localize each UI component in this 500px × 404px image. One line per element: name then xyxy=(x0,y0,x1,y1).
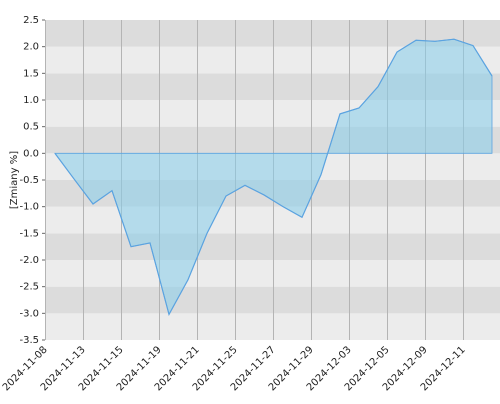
y-tick-label: 0.5 xyxy=(23,122,39,133)
background-band xyxy=(45,206,500,234)
y-tick-label: -2.0 xyxy=(19,255,39,266)
y-tick-label: -2.5 xyxy=(19,282,39,293)
y-tick-label: -1.5 xyxy=(19,228,39,239)
y-tick-label: 0.0 xyxy=(23,148,39,159)
background-band xyxy=(45,233,500,260)
y-tick-label: 2.5 xyxy=(23,15,39,26)
line xyxy=(54,38,493,317)
y-tick-label: -1.0 xyxy=(19,202,39,213)
y-tick-label: 2.0 xyxy=(23,42,39,53)
y-tick-label: -3.0 xyxy=(19,308,39,319)
background-band xyxy=(45,260,500,287)
y-axis-label: [Zmiany %] xyxy=(9,151,20,209)
background-band xyxy=(45,286,500,314)
y-tick-label: -0.5 xyxy=(19,175,39,186)
y-tick-label: 1.5 xyxy=(23,68,39,79)
y-tick-label: 1.0 xyxy=(23,95,39,106)
y-tick-label: -3.5 xyxy=(19,335,39,346)
background-band xyxy=(45,313,500,340)
